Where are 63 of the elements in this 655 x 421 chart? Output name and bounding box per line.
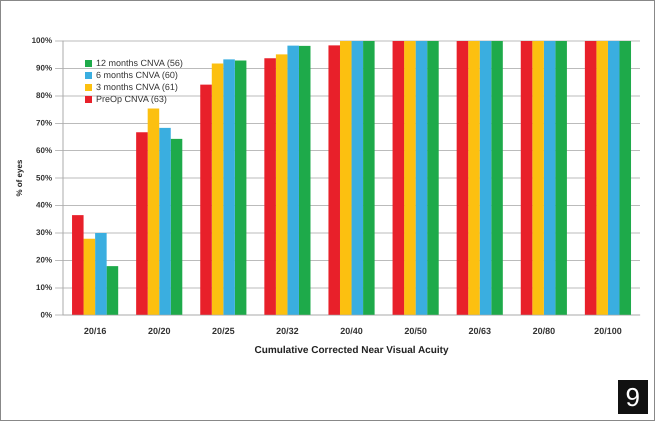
legend-label: 12 months CNVA (56) bbox=[96, 57, 183, 69]
y-tick-label: 40% bbox=[36, 200, 52, 210]
bar bbox=[404, 41, 416, 315]
bar bbox=[170, 138, 182, 315]
bar bbox=[106, 266, 118, 315]
x-tick-label: 20/25 bbox=[212, 326, 235, 336]
y-axis-title: % of eyes bbox=[15, 159, 24, 197]
bar bbox=[619, 41, 632, 315]
bar bbox=[287, 46, 299, 315]
bar bbox=[584, 41, 596, 315]
y-tick-label: 100% bbox=[32, 36, 52, 46]
bar bbox=[298, 46, 311, 315]
bar bbox=[328, 45, 340, 315]
bar bbox=[276, 54, 288, 315]
bar bbox=[468, 41, 480, 315]
bar bbox=[72, 215, 84, 315]
y-tick-label: 90% bbox=[36, 64, 52, 73]
x-tick-label: 20/100 bbox=[594, 326, 622, 336]
bar bbox=[264, 58, 276, 315]
x-tick-label: 20/63 bbox=[468, 326, 492, 336]
y-tick-label: 50% bbox=[36, 173, 52, 182]
bar bbox=[392, 41, 404, 315]
bar bbox=[427, 41, 439, 315]
bar bbox=[544, 41, 556, 315]
bar bbox=[456, 41, 468, 315]
y-tick-label: 60% bbox=[36, 146, 52, 155]
y-tick-label: 30% bbox=[36, 228, 52, 238]
bar bbox=[212, 63, 224, 315]
bar bbox=[416, 41, 428, 315]
text: 9 bbox=[618, 380, 648, 414]
x-tick-label: 20/80 bbox=[532, 326, 556, 336]
y-tick-label: 20% bbox=[36, 256, 52, 265]
bar bbox=[352, 41, 364, 315]
bar bbox=[555, 41, 567, 315]
bar bbox=[596, 41, 608, 315]
bar bbox=[234, 60, 246, 315]
bar bbox=[491, 41, 503, 315]
legend-label: PreOp CNVA (63) bbox=[96, 93, 167, 105]
bar bbox=[95, 232, 107, 315]
bar bbox=[480, 41, 492, 315]
bar bbox=[223, 59, 235, 315]
y-tick-label: 10% bbox=[36, 282, 52, 292]
x-tick-label: 20/40 bbox=[340, 326, 363, 336]
bar bbox=[200, 84, 212, 315]
x-axis-title: Cumulative Corrected Near Visual Acuity bbox=[254, 344, 449, 356]
bar bbox=[608, 41, 620, 315]
bar bbox=[84, 238, 96, 315]
y-tick-label: 80% bbox=[36, 91, 52, 100]
x-tick-label: 20/50 bbox=[404, 326, 427, 336]
y-tick-label: 0% bbox=[40, 310, 52, 320]
x-tick-label: 20/32 bbox=[276, 326, 299, 336]
bar bbox=[363, 41, 375, 315]
bar bbox=[136, 132, 148, 315]
bar bbox=[340, 41, 352, 315]
legend-label: 3 months CNVA (61) bbox=[96, 81, 178, 93]
bar bbox=[532, 41, 544, 315]
bar bbox=[148, 108, 160, 315]
legend-label: 6 months CNVA (60) bbox=[96, 69, 178, 81]
bar bbox=[520, 41, 532, 315]
x-tick-label: 20/20 bbox=[148, 326, 170, 336]
x-tick-label: 20/16 bbox=[84, 326, 106, 336]
y-tick-label: 70% bbox=[36, 118, 52, 128]
bar bbox=[159, 128, 171, 315]
